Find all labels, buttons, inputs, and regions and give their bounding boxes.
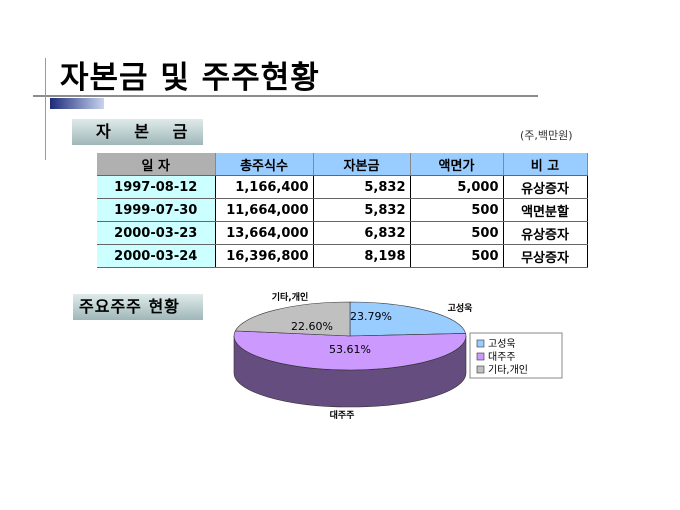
unit-note: (주,백만원) <box>520 129 573 142</box>
table-header-row: 일 자 총주식수 자본금 액면가 비 고 <box>97 153 588 176</box>
capital-table: 일 자 총주식수 자본금 액면가 비 고 1997-08-12 1,166,400… <box>97 153 588 268</box>
cell-note: 유상증자 <box>503 221 588 245</box>
legend-label: 고성욱 <box>488 338 516 350</box>
cell-date: 1999-07-30 <box>97 198 216 222</box>
cell-par-value: 500 <box>410 198 504 222</box>
legend-swatch <box>476 365 485 374</box>
cell-date: 2000-03-24 <box>97 244 216 268</box>
header-note: 비 고 <box>503 153 588 176</box>
header-capital: 자본금 <box>313 153 411 176</box>
gradient-accent-bar <box>50 98 104 109</box>
cell-par-value: 500 <box>410 244 504 268</box>
header-par-value: 액면가 <box>410 153 504 176</box>
page-title: 자본금 및 주주현황 <box>60 60 320 96</box>
table-row: 1999-07-30 11,664,000 5,832 500 액면분할 <box>97 198 588 222</box>
header-total-shares: 총주식수 <box>215 153 314 176</box>
cell-total-shares: 16,396,800 <box>215 244 314 268</box>
cell-total-shares: 13,664,000 <box>215 221 314 245</box>
pie-category-label: 기타,개인 <box>272 291 309 303</box>
pie-slice-1 <box>233 330 467 371</box>
pie-slice-2 <box>234 301 351 337</box>
cell-date: 2000-03-23 <box>97 221 216 245</box>
header-date: 일 자 <box>97 153 216 176</box>
title-divider <box>33 95 538 97</box>
cell-date: 1997-08-12 <box>97 175 216 199</box>
cell-total-shares: 11,664,000 <box>215 198 314 222</box>
capital-section-label: 자 본 금 <box>72 119 203 145</box>
cell-note: 무상증자 <box>503 244 588 268</box>
table-row: 1997-08-12 1,166,400 5,832 5,000 유상증자 <box>97 175 588 199</box>
legend-swatch <box>476 339 485 348</box>
pie-slice-0 <box>349 301 467 337</box>
cell-capital: 5,832 <box>313 198 411 222</box>
pie-data-label: 23.79% <box>350 310 392 323</box>
table-row: 2000-03-24 16,396,800 8,198 500 무상증자 <box>97 244 588 268</box>
vertical-divider <box>45 58 46 160</box>
table-row: 2000-03-23 13,664,000 6,832 500 유상증자 <box>97 221 588 245</box>
legend-label: 대주주 <box>488 351 516 363</box>
pie-data-label: 53.61% <box>329 343 371 356</box>
cell-total-shares: 1,166,400 <box>215 175 314 199</box>
cell-note: 액면분할 <box>503 198 588 222</box>
cell-note: 유상증자 <box>503 175 588 199</box>
pie-category-label: 대주주 <box>330 409 355 421</box>
legend-swatch <box>476 352 485 361</box>
legend-label: 기타,개인 <box>488 364 528 376</box>
cell-capital: 6,832 <box>313 221 411 245</box>
shareholders-section-label: 주요주주 현황 <box>73 294 203 320</box>
cell-par-value: 5,000 <box>410 175 504 199</box>
cell-capital: 8,198 <box>313 244 411 268</box>
cell-par-value: 500 <box>410 221 504 245</box>
pie-category-label: 고성욱 <box>448 302 473 314</box>
pie-data-label: 22.60% <box>291 320 333 333</box>
cell-capital: 5,832 <box>313 175 411 199</box>
